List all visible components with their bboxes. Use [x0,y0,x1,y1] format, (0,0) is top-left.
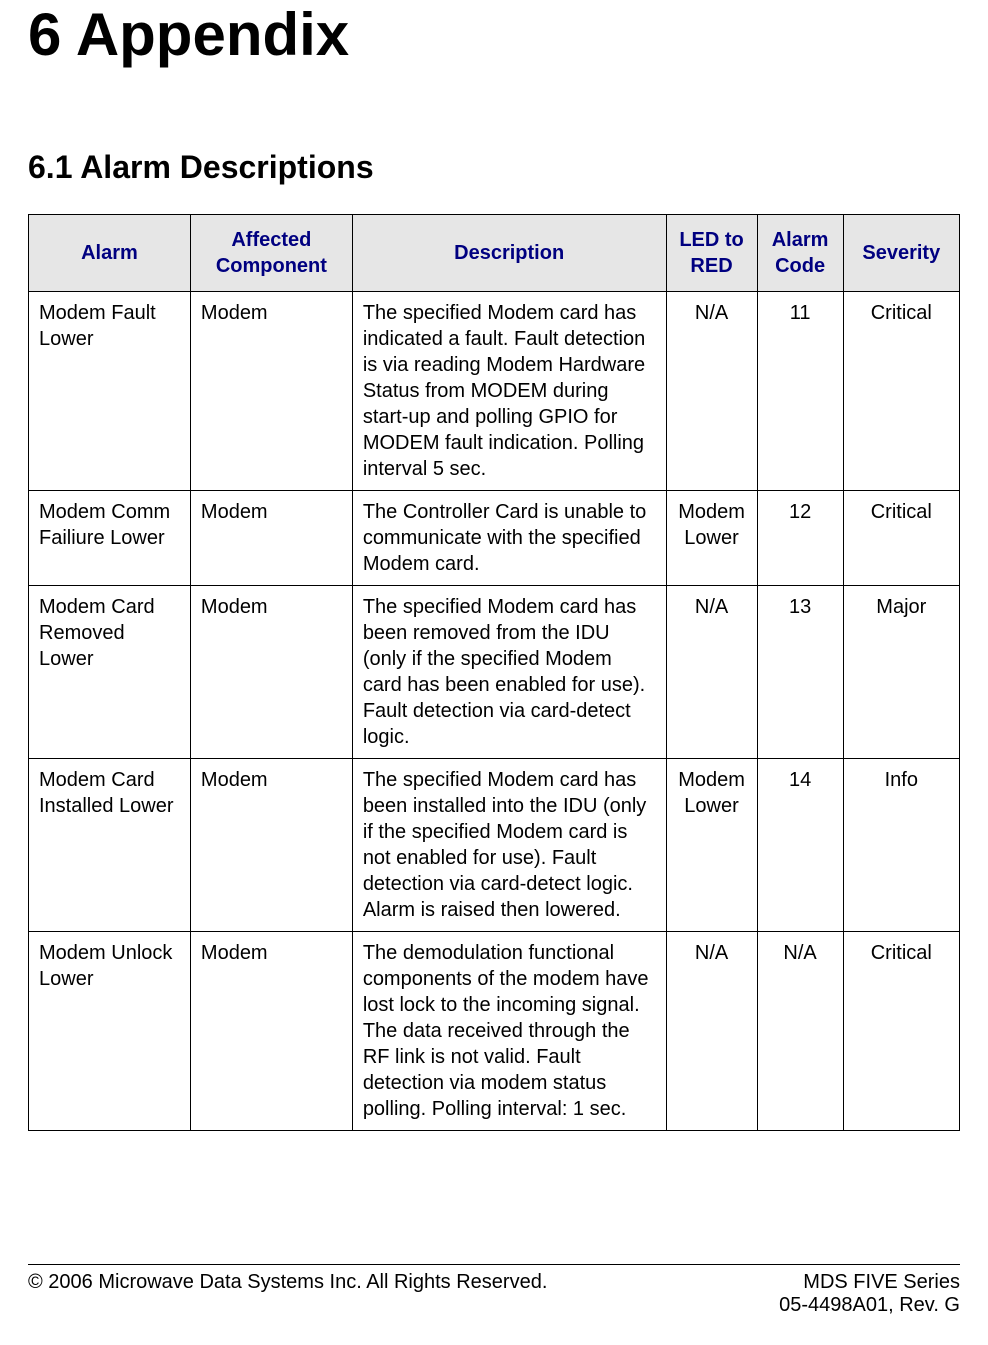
table-row: Modem Unlock Lower Modem The demodulatio… [29,932,960,1131]
cell-led: N/A [666,586,757,759]
cell-led: Modem Lower [666,759,757,932]
cell-alarm: Modem Comm Failiure Lower [29,491,191,586]
chapter-title: 6 Appendix [28,0,960,69]
cell-severity: Major [843,586,959,759]
cell-component: Modem [190,932,352,1131]
cell-component: Modem [190,292,352,491]
cell-description: The specified Modem card has indicated a… [352,292,666,491]
cell-severity: Critical [843,491,959,586]
table-row: Modem Comm Failiure Lower Modem The Cont… [29,491,960,586]
footer-right: MDS FIVE Series 05-4498A01, Rev. G [779,1271,960,1317]
section-title: 6.1 Alarm Descriptions [28,149,960,186]
footer-docnum: 05-4498A01, Rev. G [779,1294,960,1317]
table-row: Modem Fault Lower Modem The specified Mo… [29,292,960,491]
cell-code: 13 [757,586,843,759]
cell-alarm: Modem Fault Lower [29,292,191,491]
cell-severity: Critical [843,932,959,1131]
page-footer: © 2006 Microwave Data Systems Inc. All R… [28,1264,960,1317]
cell-component: Modem [190,491,352,586]
col-header-alarm: Alarm [29,215,191,292]
cell-severity: Info [843,759,959,932]
cell-code: 14 [757,759,843,932]
table-row: Modem Card Removed Lower Modem The speci… [29,586,960,759]
cell-description: The demodulation functional components o… [352,932,666,1131]
footer-series: MDS FIVE Series [779,1271,960,1294]
cell-led: Modem Lower [666,491,757,586]
cell-alarm: Modem Card Removed Lower [29,586,191,759]
col-header-code: Alarm Code [757,215,843,292]
col-header-led: LED to RED [666,215,757,292]
cell-description: The specified Modem card has been remove… [352,586,666,759]
cell-code: 12 [757,491,843,586]
col-header-component: Affected Component [190,215,352,292]
alarm-table: Alarm Affected Component Description LED… [28,214,960,1131]
footer-left: © 2006 Microwave Data Systems Inc. All R… [28,1271,547,1317]
cell-alarm: Modem Card Installed Lower [29,759,191,932]
cell-description: The specified Modem card has been instal… [352,759,666,932]
cell-code: N/A [757,932,843,1131]
cell-code: 11 [757,292,843,491]
col-header-description: Description [352,215,666,292]
cell-description: The Controller Card is unable to communi… [352,491,666,586]
cell-severity: Critical [843,292,959,491]
cell-component: Modem [190,759,352,932]
table-row: Modem Card Installed Lower Modem The spe… [29,759,960,932]
cell-alarm: Modem Unlock Lower [29,932,191,1131]
table-header-row: Alarm Affected Component Description LED… [29,215,960,292]
cell-component: Modem [190,586,352,759]
cell-led: N/A [666,292,757,491]
col-header-severity: Severity [843,215,959,292]
cell-led: N/A [666,932,757,1131]
